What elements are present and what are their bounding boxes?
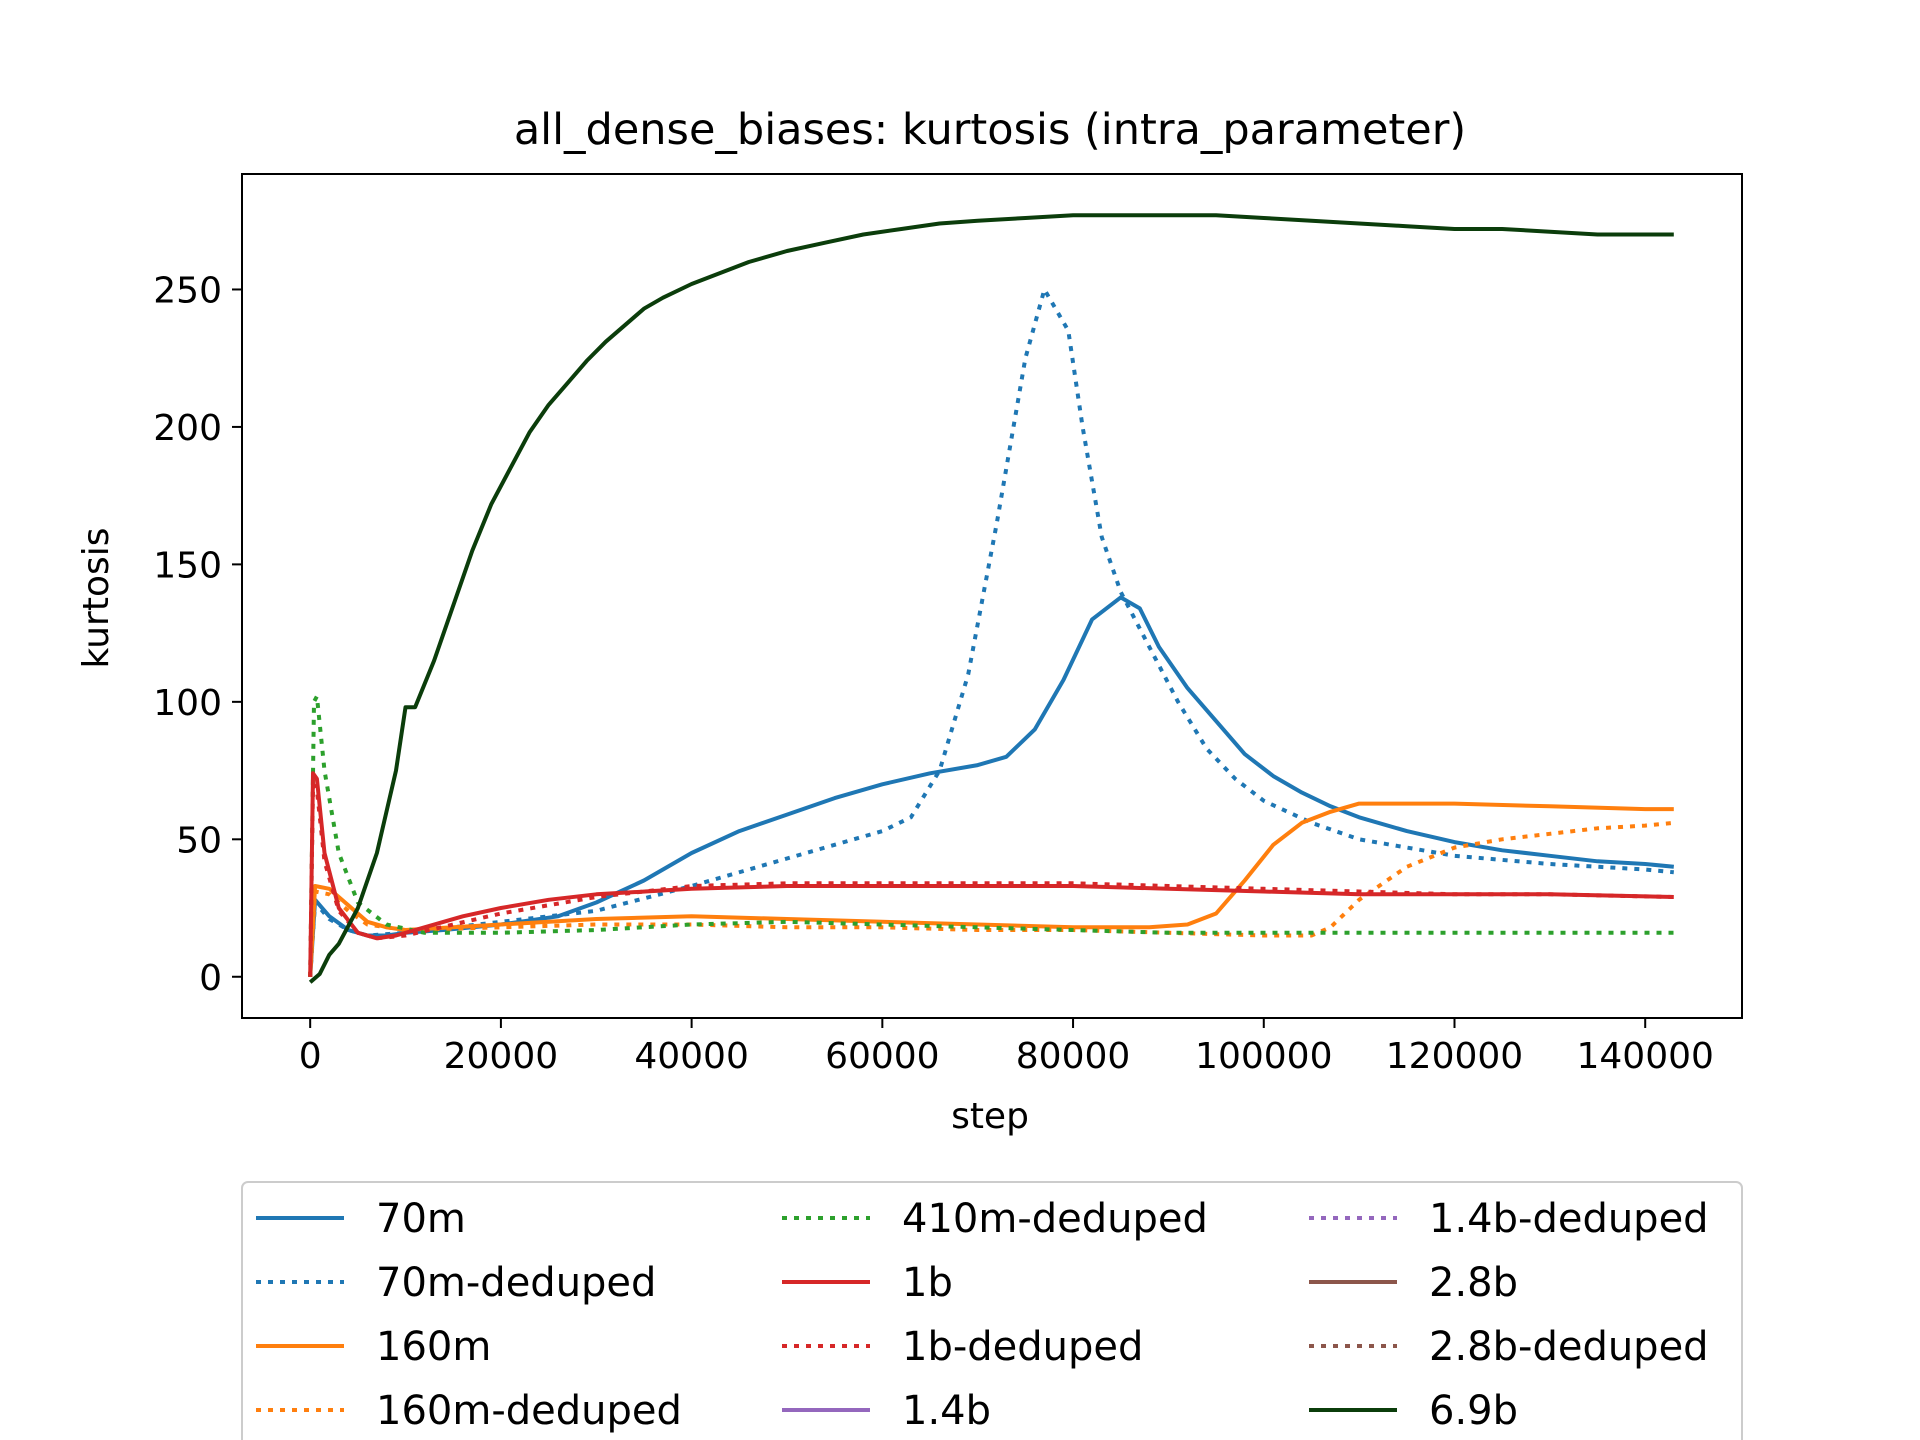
x-tick-label: 120000 <box>1386 1036 1523 1077</box>
x-tick-label: 20000 <box>444 1036 559 1077</box>
y-tick-label: 50 <box>176 820 222 861</box>
legend-label: 1b <box>902 1260 953 1306</box>
x-axis-label: step <box>951 1096 1029 1137</box>
y-tick-label: 100 <box>153 683 222 724</box>
chart-title: all_dense_biases: kurtosis (intra_parame… <box>514 105 1466 155</box>
legend-label: 1.4b-deduped <box>1429 1196 1709 1242</box>
x-tick-label: 100000 <box>1195 1036 1332 1077</box>
legend-label: 160m <box>376 1324 491 1370</box>
legend: 70m 70m-deduped 160m 160m-deduped 410m-dedup… <box>241 1181 1743 1440</box>
legend-label: 6.9b <box>1429 1388 1518 1434</box>
legend-label: 70m <box>376 1196 466 1242</box>
legend-label: 1b-deduped <box>902 1324 1143 1370</box>
y-tick-label: 200 <box>153 408 222 449</box>
legend-label: 1.4b <box>902 1388 991 1434</box>
series-line-6.9b <box>308 213 1674 984</box>
legend-label: 2.8b-deduped <box>1429 1324 1709 1370</box>
y-tick-label: 150 <box>153 545 222 586</box>
y-tick-label: 250 <box>153 270 222 311</box>
legend-label: 410m-deduped <box>902 1196 1208 1242</box>
series-line-1b <box>308 771 1674 977</box>
plot-frame <box>241 173 1743 1019</box>
x-tick-label: 140000 <box>1576 1036 1713 1077</box>
legend-box <box>241 1181 1743 1440</box>
series-line-1b-deduped <box>308 782 1674 977</box>
legend-label: 70m-deduped <box>376 1260 656 1306</box>
y-axis-label: kurtosis <box>76 527 117 668</box>
x-tick-label: 0 <box>299 1036 322 1077</box>
legend-label: 160m-deduped <box>376 1388 682 1434</box>
x-tick-label: 80000 <box>1016 1036 1131 1077</box>
plot-area: 0 20000 40000 60000 80000 100000 120000 140000 0… <box>153 173 1743 1077</box>
x-tick-label: 40000 <box>634 1036 749 1077</box>
y-tick-label: 0 <box>199 958 222 999</box>
x-tick-label: 60000 <box>825 1036 940 1077</box>
legend-label: 2.8b <box>1429 1260 1518 1306</box>
